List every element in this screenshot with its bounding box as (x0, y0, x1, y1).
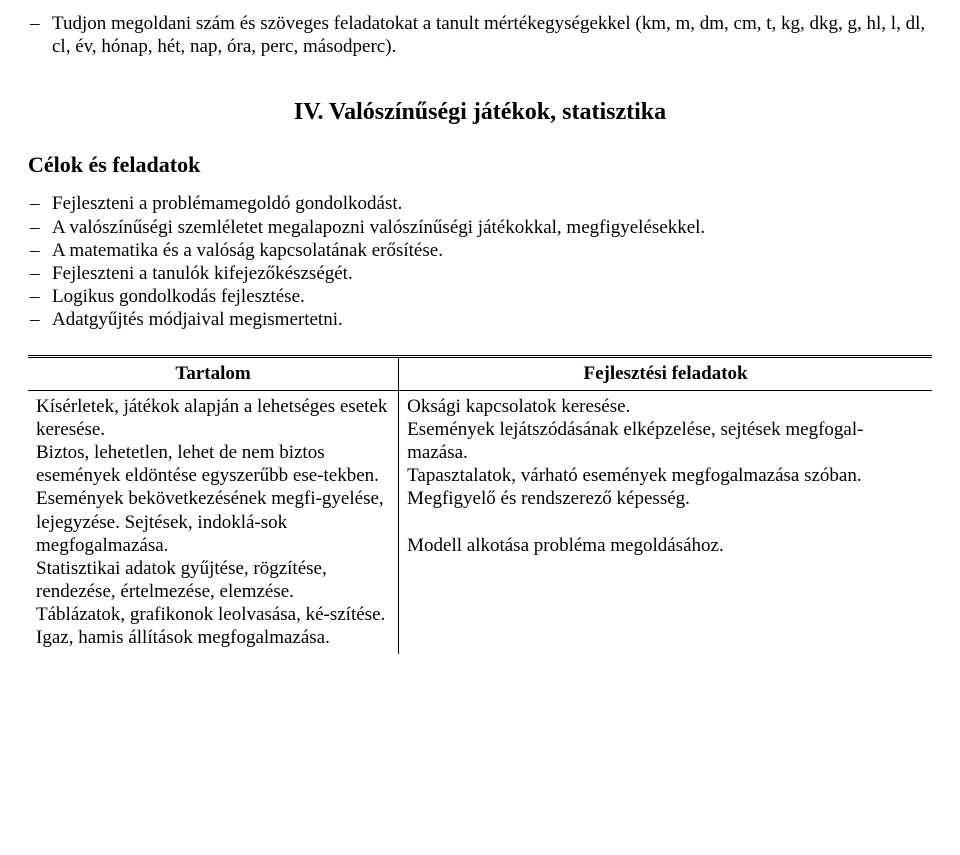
fejlesztesi-text: Oksági kapcsolatok keresése. Események l… (407, 395, 924, 557)
goal-item: Fejleszteni a problémamegoldó gondolkodá… (52, 192, 932, 215)
goal-text: Logikus gondolkodás fejlesztése. (52, 286, 305, 307)
tartalom-text: Kísérletek, játékok alapján a lehetséges… (36, 395, 390, 650)
table-header-row: Tartalom Fejlesztési feladatok (28, 357, 932, 390)
section-title: IV. Valószínűségi játékok, statisztika (28, 98, 932, 127)
intro-list-item: Tudjon megoldani szám és szöveges felada… (52, 12, 932, 58)
goals-list: Fejleszteni a problémamegoldó gondolkodá… (28, 192, 932, 331)
goal-item: Logikus gondolkodás fejlesztése. (52, 285, 932, 308)
intro-text: Tudjon megoldani szám és szöveges felada… (52, 13, 925, 57)
table-cell-fejlesztesi: Oksági kapcsolatok keresése. Események l… (399, 390, 932, 653)
goal-text: Adatgyűjtés módjaival megismertetni. (52, 309, 343, 330)
intro-list: Tudjon megoldani szám és szöveges felada… (28, 12, 932, 58)
goal-text: A valószínűségi szemléletet megalapozni … (52, 217, 705, 238)
col-header-tartalom: Tartalom (28, 357, 399, 390)
table-cell-tartalom: Kísérletek, játékok alapján a lehetséges… (28, 390, 399, 653)
goal-text: Fejleszteni a problémamegoldó gondolkodá… (52, 193, 402, 214)
goal-item: Adatgyűjtés módjaival megismertetni. (52, 308, 932, 331)
content-table: Tartalom Fejlesztési feladatok Kísérlete… (28, 355, 932, 653)
goals-heading: Célok és feladatok (28, 152, 932, 179)
document-page: Tudjon megoldani szám és szöveges felada… (0, 0, 960, 674)
col-header-fejlesztesi: Fejlesztési feladatok (399, 357, 932, 390)
goal-text: Fejleszteni a tanulók kifejezőkészségét. (52, 263, 353, 284)
goal-item: A matematika és a valóság kapcsolatának … (52, 239, 932, 262)
goal-item: A valószínűségi szemléletet megalapozni … (52, 216, 932, 239)
goal-item: Fejleszteni a tanulók kifejezőkészségét. (52, 262, 932, 285)
goal-text: A matematika és a valóság kapcsolatának … (52, 240, 443, 261)
table-row: Kísérletek, játékok alapján a lehetséges… (28, 390, 932, 653)
